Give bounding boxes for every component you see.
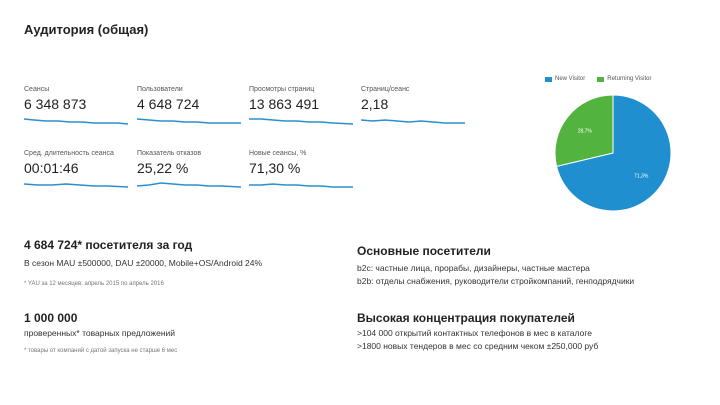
metric-new-sessions[interactable]: Новые сеансы, % 71,30 % — [249, 150, 353, 191]
bounce-rate-sparkline — [137, 182, 241, 188]
metric-bounce-rate[interactable]: Показатель отказов 25,22 % — [137, 150, 241, 191]
phone-opens-text: >104 000 открытий контактных телефонов в… — [357, 328, 592, 338]
metric-pageviews[interactable]: Просмотры страниц 13 863 491 — [249, 86, 353, 127]
pie-legend: New Visitor Returning Visitor — [545, 76, 651, 82]
buyers-concentration-heading: Высокая концентрация покупателей — [357, 311, 575, 325]
season-stats-text: В сезон MAU ±500000, DAU ±20000, Mobile+… — [24, 258, 263, 268]
metric-avg-session-duration[interactable]: Сред. длительность сеанса 00:01:46 — [24, 150, 128, 191]
pie-slice-returning-visitor[interactable] — [554, 94, 614, 167]
pageviews-sparkline — [249, 118, 353, 125]
metric-label: Сеансы — [24, 86, 50, 93]
legend-item-new-visitor[interactable]: New Visitor — [545, 76, 585, 82]
main-visitors-heading: Основные посетители — [357, 244, 491, 258]
pie-slice-label: 71,3% — [634, 173, 649, 179]
metric-value: 25,22 % — [137, 160, 189, 176]
sessions-sparkline — [24, 118, 128, 125]
page-title: Аудитория (общая) — [24, 22, 149, 37]
b2c-text: b2c: частные лица, прорабы, дизайнеры, ч… — [357, 263, 590, 273]
metric-label: Показатель отказов — [137, 150, 202, 157]
metric-label: Сред. длительность сеанса — [24, 150, 114, 157]
metric-label: Просмотры страниц — [249, 86, 315, 93]
metric-value: 6 348 873 — [24, 96, 87, 112]
visitor-pie-chart: 71,3% 28,7% — [554, 94, 672, 212]
pie-slice-new-visitor[interactable] — [555, 94, 672, 212]
metric-value: 00:01:46 — [24, 160, 79, 176]
b2b-text: b2b: отделы снабжения, руководители стро… — [357, 276, 635, 286]
avg-session-duration-sparkline — [24, 183, 128, 188]
legend-item-returning-visitor[interactable]: Returning Visitor — [597, 76, 651, 82]
metric-users[interactable]: Пользователи 4 648 724 — [137, 86, 241, 127]
pie-slice-label: 28,7% — [578, 129, 593, 135]
metric-label: Пользователи — [137, 86, 183, 93]
offers-text: проверенных* товарных предложений — [24, 328, 176, 338]
visitors-per-year-heading: 4 684 724* посетителя за год — [24, 238, 193, 252]
legend-swatch — [545, 76, 552, 82]
new-sessions-sparkline — [249, 183, 353, 188]
tenders-text: >1800 новых тендеров в мес со средним че… — [357, 341, 599, 351]
metric-value: 4 648 724 — [137, 96, 200, 112]
metric-value: 2,18 — [361, 96, 389, 112]
offers-footnote: * товары от компаний с датой запуска не … — [24, 348, 178, 354]
legend-label: Returning Visitor — [607, 76, 652, 82]
legend-swatch — [597, 76, 605, 82]
metric-value: 13 863 491 — [249, 96, 320, 112]
yau-footnote: * YAU за 12 месяцев: апрель 2015 по апре… — [24, 281, 164, 287]
metric-sessions[interactable]: Сеансы 6 348 873 — [24, 86, 128, 127]
pages-per-session-sparkline — [361, 119, 465, 124]
offers-count-heading: 1 000 000 — [24, 311, 78, 325]
metric-value: 71,30 % — [249, 160, 301, 176]
users-sparkline — [137, 118, 241, 124]
metric-pages-per-session[interactable]: Страниц/сеанс 2,18 — [361, 86, 465, 127]
metric-label: Страниц/сеанс — [361, 86, 410, 93]
metric-label: Новые сеансы, % — [249, 150, 307, 157]
legend-label: New Visitor — [555, 76, 586, 82]
